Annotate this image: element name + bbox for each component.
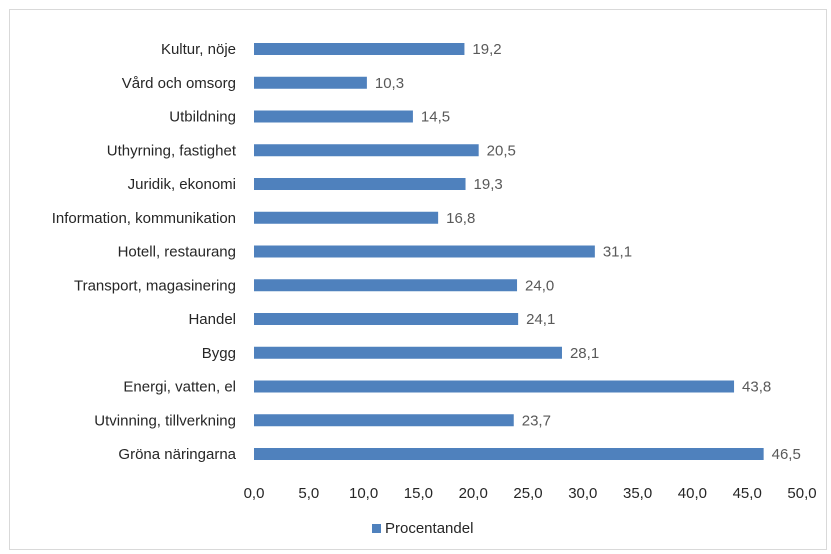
x-tick-label: 30,0 xyxy=(568,485,597,502)
category-label: Bygg xyxy=(202,345,236,362)
category-labels: Kultur, nöje Vård och omsorg Utbildning Uth… xyxy=(52,41,237,463)
x-tick-label: 25,0 xyxy=(513,485,542,502)
legend: Procentandel xyxy=(372,520,473,537)
category-label: Energi, vatten, el xyxy=(123,379,236,396)
category-label: Utvinning, tillverkning xyxy=(94,412,236,429)
data-labels: 19,2 10,3 14,5 20,5 19,3 16,8 31,1 24,0 24,1 28,1… xyxy=(375,41,801,463)
x-tick-label: 40,0 xyxy=(678,485,707,502)
data-label: 14,5 xyxy=(421,109,450,126)
x-axis-tick-labels: 0,0 5,0 10,0 15,0 20,0 25,0 30,0 35,0 40,0 45,0 50… xyxy=(244,485,817,502)
category-label: Vård och omsorg xyxy=(122,75,236,92)
bar xyxy=(254,346,562,359)
category-label: Gröna näringarna xyxy=(118,446,236,463)
bar xyxy=(254,313,519,325)
data-label: 16,8 xyxy=(446,210,475,227)
data-label: 31,1 xyxy=(603,244,632,261)
legend-label: Procentandel xyxy=(385,520,473,537)
x-tick-label: 50,0 xyxy=(787,485,816,502)
bar xyxy=(254,245,595,258)
bars xyxy=(254,43,764,460)
x-tick-label: 35,0 xyxy=(623,485,652,502)
data-label: 23,7 xyxy=(522,412,551,429)
bar xyxy=(254,448,764,460)
data-label: 19,2 xyxy=(472,41,501,58)
category-label: Hotell, restaurang xyxy=(118,244,236,261)
category-label: Uthyrning, fastighet xyxy=(107,142,237,159)
data-label: 20,5 xyxy=(487,142,516,159)
x-tick-label: 45,0 xyxy=(733,485,762,502)
x-tick-label: 20,0 xyxy=(459,485,488,502)
category-label: Transport, magasinering xyxy=(74,277,236,294)
x-tick-label: 5,0 xyxy=(298,485,319,502)
bar xyxy=(254,178,466,190)
bar xyxy=(254,43,465,55)
data-label: 43,8 xyxy=(742,379,771,396)
data-label: 19,3 xyxy=(474,176,503,193)
data-label: 46,5 xyxy=(772,446,801,463)
data-label: 10,3 xyxy=(375,75,404,92)
data-label: 24,0 xyxy=(525,277,554,294)
category-label: Juridik, ekonomi xyxy=(128,176,236,193)
bar xyxy=(254,110,413,123)
category-label: Utbildning xyxy=(169,109,236,126)
x-tick-label: 0,0 xyxy=(244,485,265,502)
bar xyxy=(254,380,735,393)
legend-swatch xyxy=(372,524,381,533)
category-label: Information, kommunikation xyxy=(52,210,236,227)
category-label: Kultur, nöje xyxy=(161,41,236,58)
bar xyxy=(254,144,479,157)
data-label: 24,1 xyxy=(526,311,555,328)
bar xyxy=(254,279,518,292)
bar xyxy=(254,211,439,224)
x-tick-label: 10,0 xyxy=(349,485,378,502)
category-label: Handel xyxy=(188,311,236,328)
bar xyxy=(254,76,367,89)
data-label: 28,1 xyxy=(570,345,599,362)
x-tick-label: 15,0 xyxy=(404,485,433,502)
bar xyxy=(254,414,514,427)
